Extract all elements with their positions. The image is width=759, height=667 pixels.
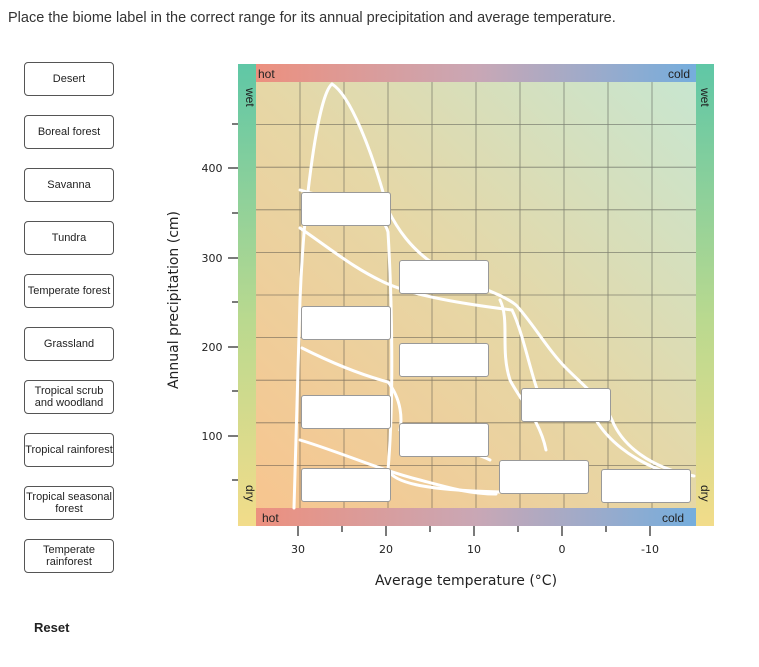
x-axis-title: Average temperature (°C) [375,573,557,589]
left-gradient-band [238,64,256,526]
boundary-6 [498,298,548,452]
y-tick-label-100: 100 [202,430,223,443]
label-tropical-seasonal-forest[interactable]: Tropical seasonal forest [24,486,114,520]
label-grassland[interactable]: Grassland [24,327,114,361]
x-tick-label-0: 0 [559,543,566,556]
bottom-hot-label: hot [262,511,279,525]
y-axis-title: Annual precipitation (cm) [166,211,182,389]
y-tick-label-200: 200 [202,341,223,354]
drop-zone[interactable] [301,192,391,226]
drop-zone[interactable] [399,260,489,294]
label-temperate-forest[interactable]: Temperate forest [24,274,114,308]
drop-zone[interactable] [499,460,589,494]
label-savanna[interactable]: Savanna [24,168,114,202]
x-tick-label-10: 10 [467,543,481,556]
bottom-gradient-band [238,508,714,526]
y-axis [228,123,238,481]
top-hot-label: hot [258,67,275,81]
boundary-5 [594,418,662,472]
label-tropical-scrub-woodland[interactable]: Tropical scrub and woodland [24,380,114,414]
boundary-4 [298,438,498,496]
drop-zone[interactable] [301,468,391,502]
right-dry-label: dry [698,485,712,502]
drop-zone[interactable] [399,423,489,457]
drop-zone[interactable] [301,395,391,429]
instruction-text: Place the biome label in the correct ran… [8,10,616,26]
y-tick-label-400: 400 [202,162,223,175]
bottom-cold-label: cold [662,511,684,525]
x-axis [297,526,651,536]
label-desert[interactable]: Desert [24,62,114,96]
y-tick-label-300: 300 [202,252,223,265]
drop-zone[interactable] [301,306,391,340]
drop-zone[interactable] [399,343,489,377]
boundary-2 [298,226,540,394]
drop-zone[interactable] [601,469,691,503]
top-cold-label: cold [668,67,690,81]
x-tick-label-minus10: -10 [641,543,659,556]
drop-zone[interactable] [521,388,611,422]
label-temperate-rainforest[interactable]: Temperate rainforest [24,539,114,573]
right-gradient-band [696,64,714,526]
x-tick-label-30: 30 [291,543,305,556]
label-tundra[interactable]: Tundra [24,221,114,255]
left-dry-label: dry [243,485,257,502]
label-boreal-forest[interactable]: Boreal forest [24,115,114,149]
reset-button[interactable]: Reset [34,620,70,635]
x-tick-label-20: 20 [379,543,393,556]
top-gradient-band [238,64,714,82]
label-tropical-rainforest[interactable]: Tropical rainforest [24,433,114,467]
right-wet-label: wet [698,87,712,107]
left-wet-label: wet [243,87,257,107]
